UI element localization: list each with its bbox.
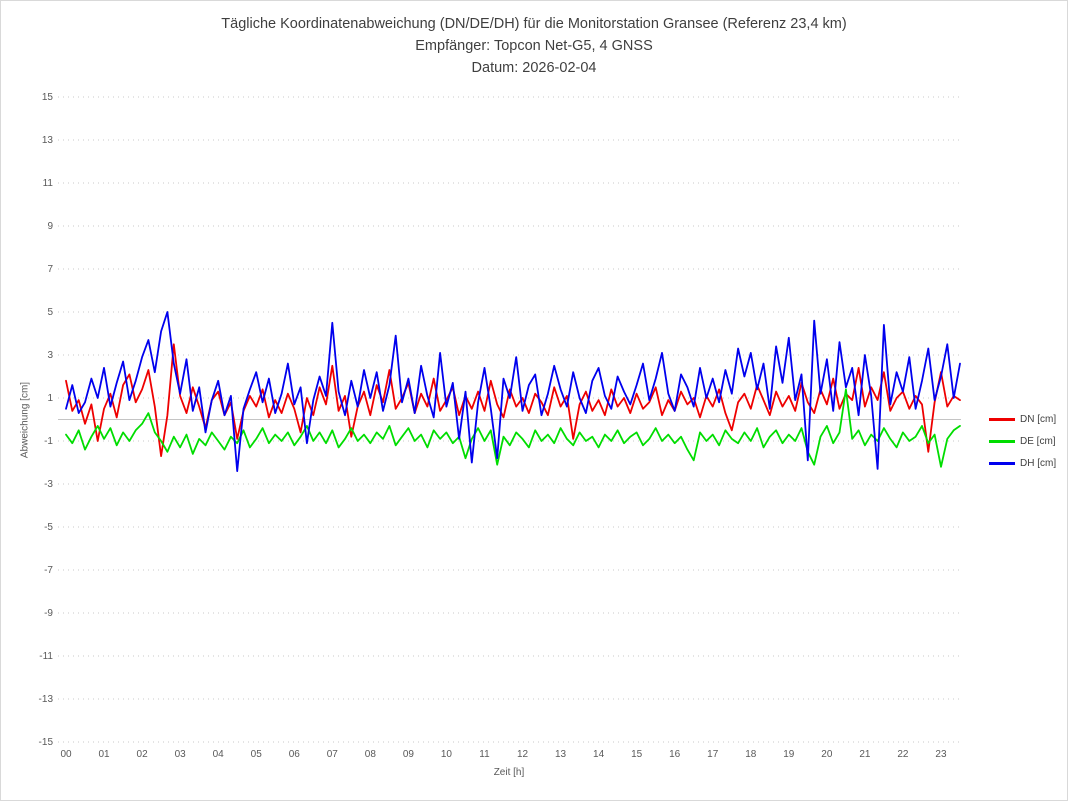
y-tick-label-15: 15 — [41, 91, 53, 103]
y-tick-label-13: 13 — [41, 134, 53, 146]
legend: DN [cm] DE [cm] DH [cm] — [989, 408, 1056, 474]
series-line-de — [65, 388, 961, 468]
x-tick-label-15: 15 — [631, 749, 643, 760]
y-axis-title: Abweichung [cm] — [19, 381, 31, 459]
legend-label-dn: DN [cm] — [1020, 413, 1057, 425]
chart-title: Tägliche Koordinatenabweichung (DN/DE/DH… — [221, 16, 847, 32]
y-tick-label-1: 1 — [47, 392, 53, 404]
y-tick-label--15: -15 — [38, 736, 53, 748]
x-tick-label-22: 22 — [897, 749, 909, 760]
y-tick-label--13: -13 — [38, 693, 53, 705]
x-tick-label-11: 11 — [479, 749, 490, 760]
x-tick-label-23: 23 — [935, 749, 947, 760]
x-tick-label-17: 17 — [707, 749, 719, 760]
legend-label-de: DE [cm] — [1020, 435, 1056, 447]
y-tick-label--7: -7 — [44, 564, 53, 576]
x-tick-label-04: 04 — [212, 749, 224, 760]
x-tick-label-20: 20 — [821, 749, 833, 760]
y-tick-label--3: -3 — [44, 478, 53, 490]
y-tick-label--5: -5 — [44, 521, 53, 533]
x-tick-label-10: 10 — [440, 749, 452, 760]
x-tick-label-14: 14 — [593, 749, 605, 760]
y-tick-label-3: 3 — [47, 349, 53, 361]
series-line-dh — [65, 311, 961, 473]
x-tick-label-01: 01 — [98, 749, 110, 760]
y-tick-label--9: -9 — [44, 607, 53, 619]
x-tick-label-21: 21 — [859, 749, 871, 760]
x-axis-title: Zeit [h] — [493, 767, 525, 778]
x-tick-label-03: 03 — [174, 749, 186, 760]
legend-item-dh: DH [cm] — [989, 452, 1056, 474]
legend-line-icon-dn — [989, 417, 1015, 421]
x-tick-label-05: 05 — [250, 749, 262, 760]
legend-label-dh: DH [cm] — [1020, 457, 1057, 469]
y-tick-label--1: -1 — [44, 435, 53, 447]
x-tick-label-00: 00 — [60, 749, 72, 760]
y-tick-label--11: -11 — [39, 650, 53, 662]
legend-item-de: DE [cm] — [989, 430, 1056, 452]
y-tick-label-5: 5 — [47, 306, 53, 318]
x-tick-label-06: 06 — [288, 749, 300, 760]
x-tick-label-19: 19 — [783, 749, 795, 760]
x-tick-label-13: 13 — [554, 749, 567, 760]
y-tick-label-7: 7 — [47, 263, 53, 275]
legend-line-icon-de — [989, 439, 1015, 443]
x-tick-label-16: 16 — [669, 749, 681, 760]
x-tick-label-12: 12 — [516, 749, 529, 760]
x-tick-label-02: 02 — [136, 749, 148, 760]
chart-subtitle-receiver: Empfänger: Topcon Net-G5, 4 GNSS — [415, 38, 653, 54]
y-tick-label-11: 11 — [42, 177, 53, 189]
x-tick-label-07: 07 — [326, 749, 338, 760]
chart-header: Tägliche Koordinatenabweichung (DN/DE/DH… — [1, 13, 1067, 79]
x-tick-label-18: 18 — [745, 749, 757, 760]
y-tick-label-9: 9 — [47, 220, 53, 232]
legend-line-icon-dh — [989, 461, 1015, 465]
x-tick-label-08: 08 — [364, 749, 376, 760]
x-tick-label-09: 09 — [402, 749, 414, 760]
chart-subtitle-date: Datum: 2026-02-04 — [471, 60, 597, 76]
legend-item-dn: DN [cm] — [989, 408, 1056, 430]
